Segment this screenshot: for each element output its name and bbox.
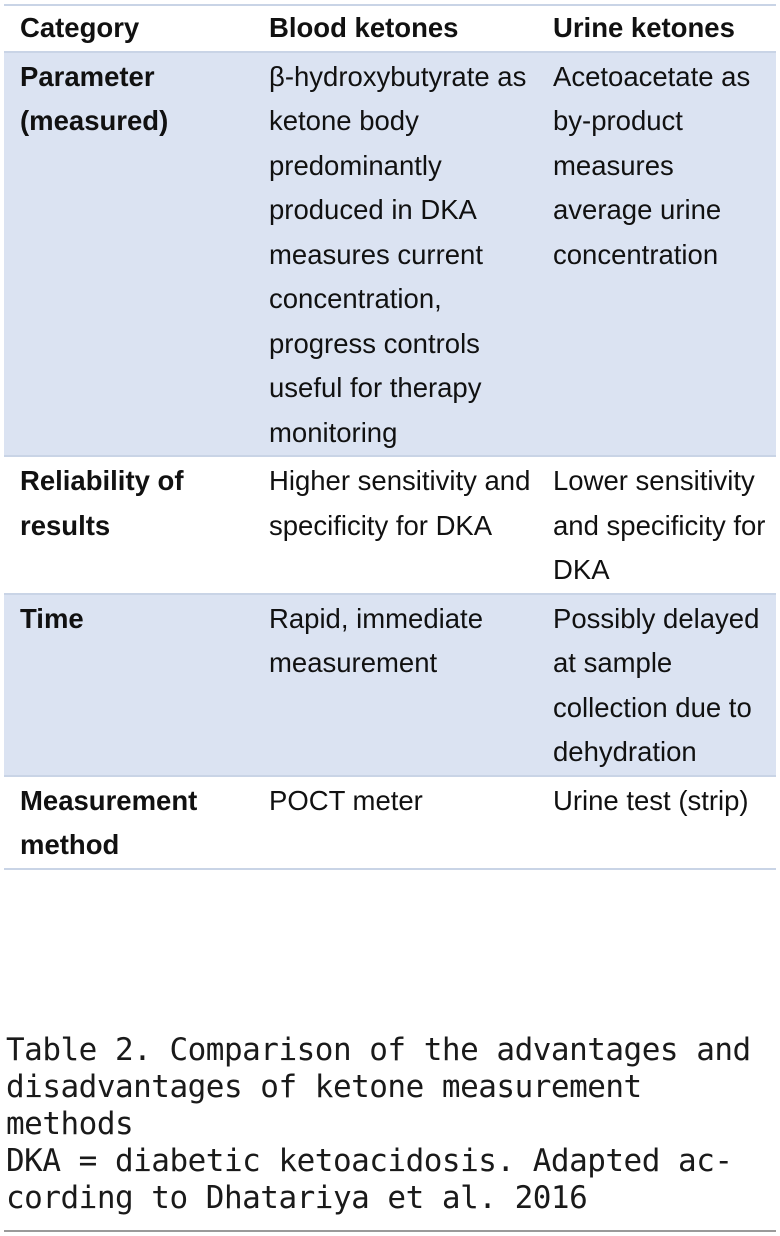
header-blood-ketones: Blood ketones bbox=[269, 12, 459, 43]
table-body: Parameter (measured) β-hydroxybutyrate a… bbox=[4, 51, 776, 869]
caption-note: DKA = diabetic ketoacidosis. Adapted ac-… bbox=[6, 1143, 733, 1216]
header-urine-ketones: Urine ketones bbox=[553, 12, 735, 43]
row-category: Parameter (measured) bbox=[20, 60, 169, 137]
table-row: Parameter (measured) β-hydroxybutyrate a… bbox=[4, 51, 776, 456]
row-urine-cell: Acetoacetate as by-product measures aver… bbox=[553, 60, 751, 270]
table-row: Time Rapid, immediate measurement Possib… bbox=[4, 593, 776, 776]
table-row: Measurement method POCT meter Urine test… bbox=[4, 776, 776, 869]
row-urine-cell: Lower sensitivity and specificity for DK… bbox=[553, 465, 766, 585]
ketone-comparison-table: Category Blood ketones Urine ketones Par… bbox=[4, 4, 776, 870]
caption-title: Table 2. Comparison of the advantages an… bbox=[6, 1032, 751, 1142]
header-row: Category Blood ketones Urine ketones bbox=[4, 5, 776, 52]
row-category: Measurement method bbox=[20, 784, 198, 861]
header-category: Category bbox=[20, 12, 140, 43]
row-category: Time bbox=[20, 602, 84, 634]
row-blood-cell: β-hydroxybutyrate as ketone body predomi… bbox=[269, 60, 527, 448]
row-urine-cell: Possibly delayed at sample collection du… bbox=[553, 602, 760, 768]
row-blood-cell: POCT meter bbox=[269, 784, 423, 816]
table-caption: Table 2. Comparison of the advantages an… bbox=[6, 1032, 776, 1217]
table-header: Category Blood ketones Urine ketones bbox=[4, 5, 776, 52]
row-blood-cell: Rapid, immediate measurement bbox=[269, 602, 483, 679]
table-row: Reliability of results Higher sensitivit… bbox=[4, 456, 776, 594]
row-blood-cell: Higher sensitivity and specificity for D… bbox=[269, 465, 531, 541]
caption-divider bbox=[4, 1230, 776, 1232]
row-urine-cell: Urine test (strip) bbox=[553, 784, 749, 816]
row-category: Reliability of results bbox=[20, 465, 184, 541]
